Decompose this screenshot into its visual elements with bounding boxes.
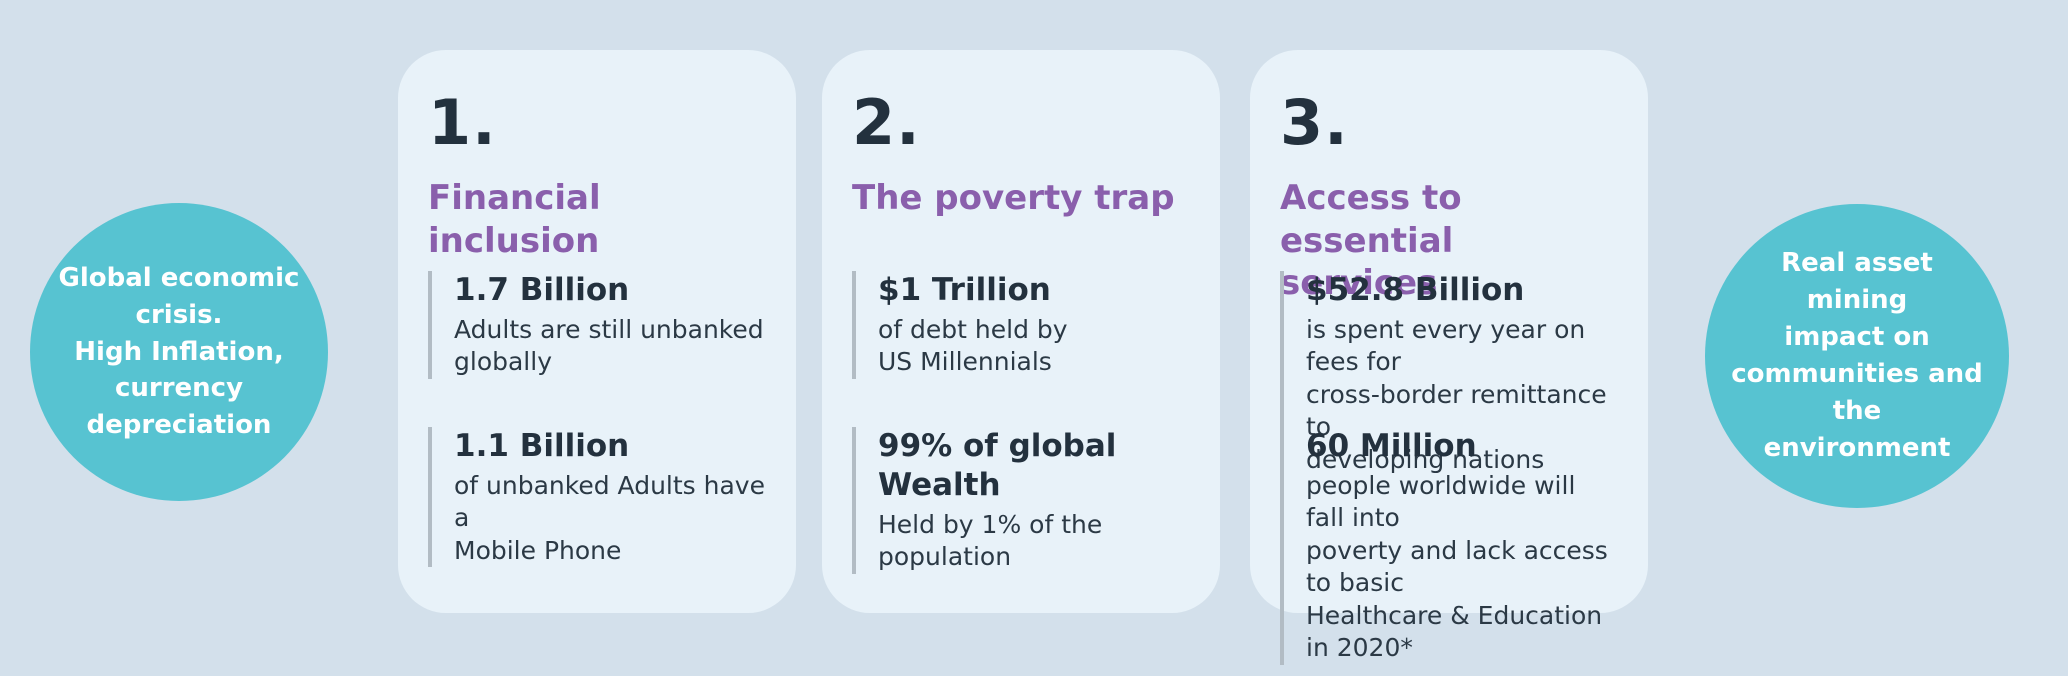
stat-millennial-debt: $1 Trillion of debt held by US Millennia… [852,271,1192,379]
card-title-essential-services: Access to essential services [1280,178,1462,304]
stat-description: people worldwide will fall into poverty … [1306,470,1608,663]
stat-value: 1.7 Billion [454,272,630,308]
stat-value: $52.8 Billion [1306,272,1525,308]
stat-unbanked-mobile: 1.1 Billion of unbanked Adults have a Mo… [428,427,768,568]
card-poverty-trap: 2. The poverty trap $1 Trillion of debt … [822,50,1220,613]
card-title-financial-inclusion: Financial inclusion [428,178,613,261]
stat-description: of debt held by US Millennials [878,314,1068,377]
stat-value: 60 Million [1306,428,1477,464]
card-title-poverty-trap: The poverty trap [852,178,1175,219]
global-crisis-circle: Global economic crisis. High Inflation, … [30,203,328,501]
card-essential-services: 3. Access to essential services $52.8 Bi… [1250,50,1648,665]
card-number-2: 2. [852,86,921,159]
stat-value: $1 Trillion [878,272,1051,308]
stat-value: 1.1 Billion [454,428,630,464]
card-number-1: 1. [428,86,497,159]
card-financial-inclusion: 1. Financial inclusion 1.7 Billion Adult… [398,50,796,613]
stat-global-wealth: 99% of global Wealth Held by 1% of the p… [852,427,1192,574]
stat-unbanked-adults: 1.7 Billion Adults are still unbanked gl… [428,271,768,379]
stat-poverty-forecast: 60 Million people worldwide will fall in… [1280,427,1620,665]
stat-description: of unbanked Adults have a Mobile Phone [454,470,765,565]
global-crisis-text: Global economic crisis. High Inflation, … [58,262,300,441]
stat-remittance-fees: $52.8 Billion is spent every year on fee… [1280,271,1620,477]
stat-value: 99% of global Wealth [878,428,1117,503]
stat-description: Adults are still unbanked globally [454,314,764,377]
stat-description: is spent every year on fees for cross-bo… [1306,314,1607,474]
stat-description: Held by 1% of the population [878,509,1103,572]
mining-impact-circle: Real asset mining impact on communities … [1705,204,2009,508]
mining-impact-text: Real asset mining impact on communities … [1731,248,1983,463]
card-number-3: 3. [1280,86,1349,159]
